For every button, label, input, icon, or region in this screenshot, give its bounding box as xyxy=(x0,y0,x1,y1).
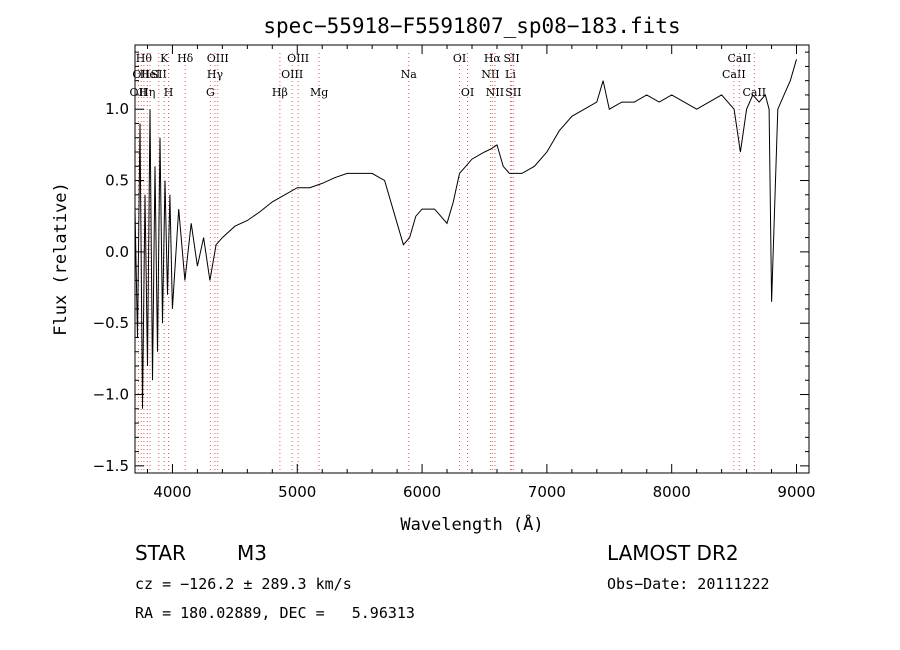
line-label-4: HeI xyxy=(140,68,160,81)
line-label-3: Hη xyxy=(139,86,155,99)
line-label-19: NII xyxy=(481,68,499,81)
line-label-25: CaII xyxy=(722,68,746,81)
y-tick-label-2: 0.0 xyxy=(105,243,129,261)
line-label-12: Hβ xyxy=(272,86,288,99)
y-tick-label-0: 1.0 xyxy=(105,100,129,118)
observation-date: Obs−Date: 20111222 xyxy=(607,575,770,593)
y-tick-label-5: −1.5 xyxy=(93,457,129,475)
line-label-16: Na xyxy=(401,68,418,81)
x-tick-label-4: 8000 xyxy=(653,483,691,501)
x-axis-label: Wavelength (Å) xyxy=(400,513,543,535)
spectrum-line xyxy=(134,59,797,409)
line-label-11: OIII xyxy=(207,52,229,65)
line-label-0: OII xyxy=(130,86,148,99)
line-label-2: Hθ xyxy=(136,52,153,65)
line-label-27: CaII xyxy=(742,86,766,99)
y-tick-label-4: −1.0 xyxy=(93,386,129,404)
object-subclass: M3 xyxy=(237,541,267,565)
line-label-21: NII xyxy=(486,86,504,99)
line-label-9: G xyxy=(206,86,215,99)
x-tick-label-1: 5000 xyxy=(278,483,316,501)
survey-name: LAMOST DR2 xyxy=(607,541,739,565)
line-label-5: SII xyxy=(151,68,167,81)
plot-frame xyxy=(134,44,810,474)
line-label-17: OI xyxy=(453,52,466,65)
x-tick-label-5: 9000 xyxy=(777,483,815,501)
line-label-23: SII xyxy=(503,52,519,65)
line-label-18: OI xyxy=(461,86,474,99)
y-axis-label: Flux (relative) xyxy=(51,182,71,336)
line-label-10: Hγ xyxy=(207,68,224,81)
x-tick-label-2: 6000 xyxy=(403,483,441,501)
line-label-7: H xyxy=(164,86,174,99)
line-label-15: Mg xyxy=(310,86,328,99)
line-label-13: OIII xyxy=(281,68,303,81)
line-label-1: OII xyxy=(132,68,150,81)
line-label-8: Hδ xyxy=(177,52,194,65)
line-label-20: Hα xyxy=(484,52,502,65)
line-label-22: Li xyxy=(505,68,516,81)
y-tick-label-3: −0.5 xyxy=(93,314,129,332)
x-tick-label-3: 7000 xyxy=(528,483,566,501)
y-tick-label-1: 0.5 xyxy=(105,172,129,190)
line-label-26: CaII xyxy=(728,52,752,65)
chart-title: spec−55918−F5591807_sp08−183.fits xyxy=(263,14,680,38)
axes: 4000 5000 6000 7000 8000 9000 1.0 0.5 0.0 −0.5 −1.… xyxy=(93,45,816,501)
line-label-24: SII xyxy=(505,86,521,99)
object-class: STAR xyxy=(135,541,186,565)
redshift-cz: cz = −126.2 ± 289.3 km/s xyxy=(135,575,352,593)
coordinates: RA = 180.02889, DEC = 5.96313 xyxy=(135,604,415,622)
line-label-6: K xyxy=(160,52,169,65)
line-label-14: OIII xyxy=(287,52,309,65)
spectral-line-markers: OIIOIIHθHηHeISIIKHHδGHγOIIIHβOIIIOIIIMgN… xyxy=(130,52,766,473)
x-tick-label-0: 4000 xyxy=(153,483,191,501)
